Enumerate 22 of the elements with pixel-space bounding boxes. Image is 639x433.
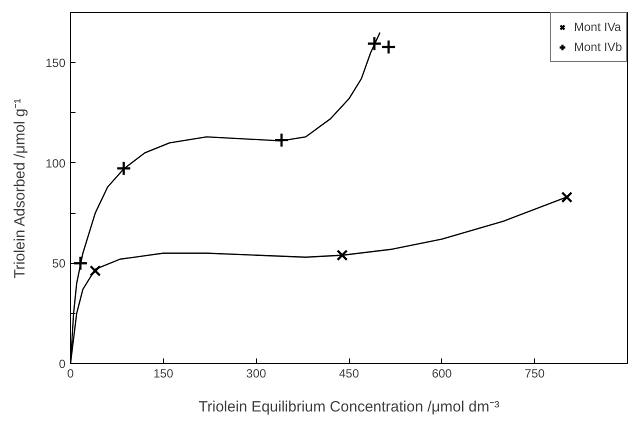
x-tick-label: 150 (153, 366, 174, 380)
point (72, 256, 88, 271)
y-tick-label: 150 (45, 56, 66, 70)
y-tick-label: 100 (45, 156, 66, 170)
point (366, 36, 382, 52)
y-tick-label: 50 (52, 256, 66, 271)
point (336, 249, 348, 261)
legend-label: Mont IVa (574, 20, 622, 34)
point (561, 192, 573, 203)
y-axis-title: Triolein Adsorbed /μmol g⁻¹ (11, 98, 28, 278)
x-tick-label: 600 (432, 366, 452, 380)
point (274, 132, 290, 148)
x-tick-label: 0 (67, 366, 74, 380)
x-tick-label: 300 (246, 366, 267, 380)
y-tick-label: 0 (58, 357, 66, 371)
x-axis-title: Triolein Equilibrium Concentration /μmol dm⁻³ (198, 398, 500, 416)
x-tick-label: 450 (338, 366, 360, 380)
legend-label: Mont IVb (574, 40, 622, 54)
point (90, 265, 101, 277)
x-tick-label: 750 (524, 366, 546, 380)
point (381, 39, 396, 55)
point (116, 160, 132, 176)
